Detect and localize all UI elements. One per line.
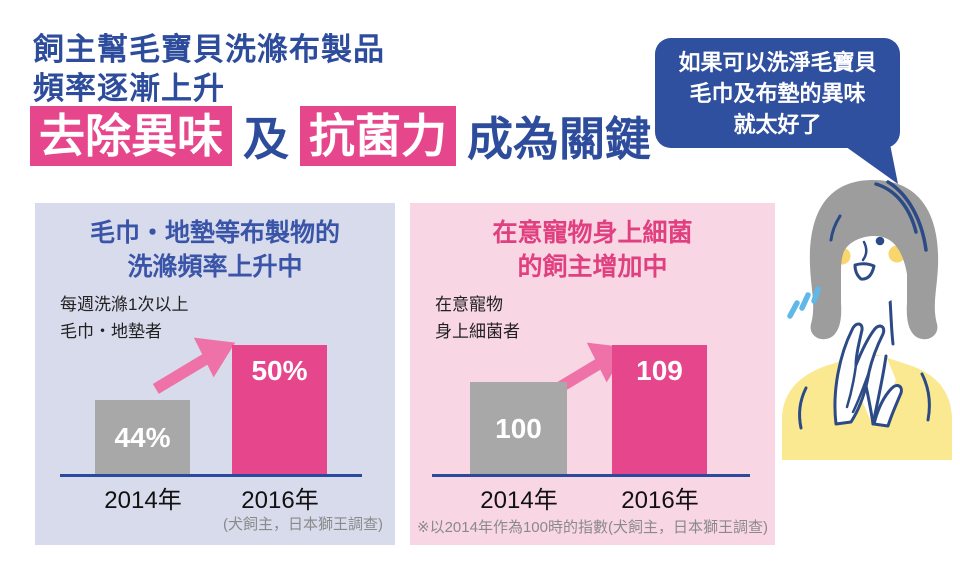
chart-baseline (432, 474, 750, 477)
speech-bubble-line1: 如果可以洗淨毛寶貝 (678, 49, 877, 75)
wash-frequency-chart-panel: 毛巾・地墊等布製物的 洗滌頻率上升中 每週洗滌1次以上 毛巾・地墊者 44% 5… (35, 203, 395, 545)
bar-2016: 50% (232, 345, 327, 475)
keyword-remove-odor: 去除異味 (30, 105, 232, 167)
chart-title-line1: 毛巾・地墊等布製物的 (89, 219, 340, 247)
keyword-suffix: 成為關鍵 (467, 113, 651, 165)
year-label-2014: 2014年 (104, 487, 182, 514)
bar-value-label: 50% (251, 355, 308, 386)
chart-title-line2: 的飼主增加中 (517, 253, 668, 281)
source-note: ※以2014年作為100時的指數(犬飼主，日本獅王調查) (417, 519, 768, 536)
chart-baseline (60, 474, 362, 477)
year-label-2014: 2014年 (480, 487, 558, 514)
bar-value-label: 44% (114, 421, 171, 453)
chart-title: 在意寵物身上細菌 的飼主增加中 (410, 216, 775, 284)
keyword-connector: 及 (243, 113, 289, 165)
bar-2014: 100 (470, 382, 567, 475)
speech-bubble-line3: 就太好了 (733, 111, 822, 137)
speech-bubble: 如果可以洗淨毛寶貝 毛巾及布墊的異味 就太好了 (655, 38, 900, 148)
chart-title-line2: 洗滌頻率上升中 (127, 253, 303, 281)
bar-2016: 109 (612, 345, 707, 475)
smiling-woman-illustration (782, 180, 952, 460)
germ-awareness-chart-panel: 在意寵物身上細菌 的飼主增加中 在意寵物 身上細菌者 100 109 2014年… (410, 203, 775, 545)
speech-bubble-line2: 毛巾及布墊的異味 (689, 80, 866, 106)
chart-subtitle: 在意寵物 身上細菌者 (435, 291, 520, 345)
rise-arrow-icon (152, 337, 236, 394)
chart-subtitle: 每週洗滌1次以上 毛巾・地墊者 (60, 291, 188, 345)
source-note: (犬飼主，日本獅王調查) (223, 516, 383, 533)
header-key-line: 去除異味 及 抗菌力 成為關鍵 (30, 101, 651, 171)
chart-subtitle-line1: 每週洗滌1次以上 (60, 295, 189, 314)
chart-title-line1: 在意寵物身上細菌 (492, 219, 693, 247)
year-label-2016: 2016年 (241, 487, 319, 514)
speech-bubble-tail (842, 144, 898, 184)
bar-value-label: 100 (495, 412, 542, 444)
year-label-2016: 2016年 (621, 487, 699, 514)
header-title-line1: 飼主幫毛寶貝洗滌布製品 (33, 32, 385, 67)
bar-2014: 44% (95, 400, 190, 475)
bar-value-label: 109 (636, 355, 683, 386)
chart-subtitle-line1: 在意寵物 (435, 295, 503, 314)
chart-subtitle-line2: 毛巾・地墊者 (60, 322, 162, 341)
chart-title: 毛巾・地墊等布製物的 洗滌頻率上升中 (35, 216, 395, 284)
keyword-antibacterial: 抗菌力 (300, 105, 456, 167)
header-title-line2: 頻率逐漸上升 (33, 71, 225, 106)
chart-subtitle-line2: 身上細菌者 (435, 322, 520, 341)
